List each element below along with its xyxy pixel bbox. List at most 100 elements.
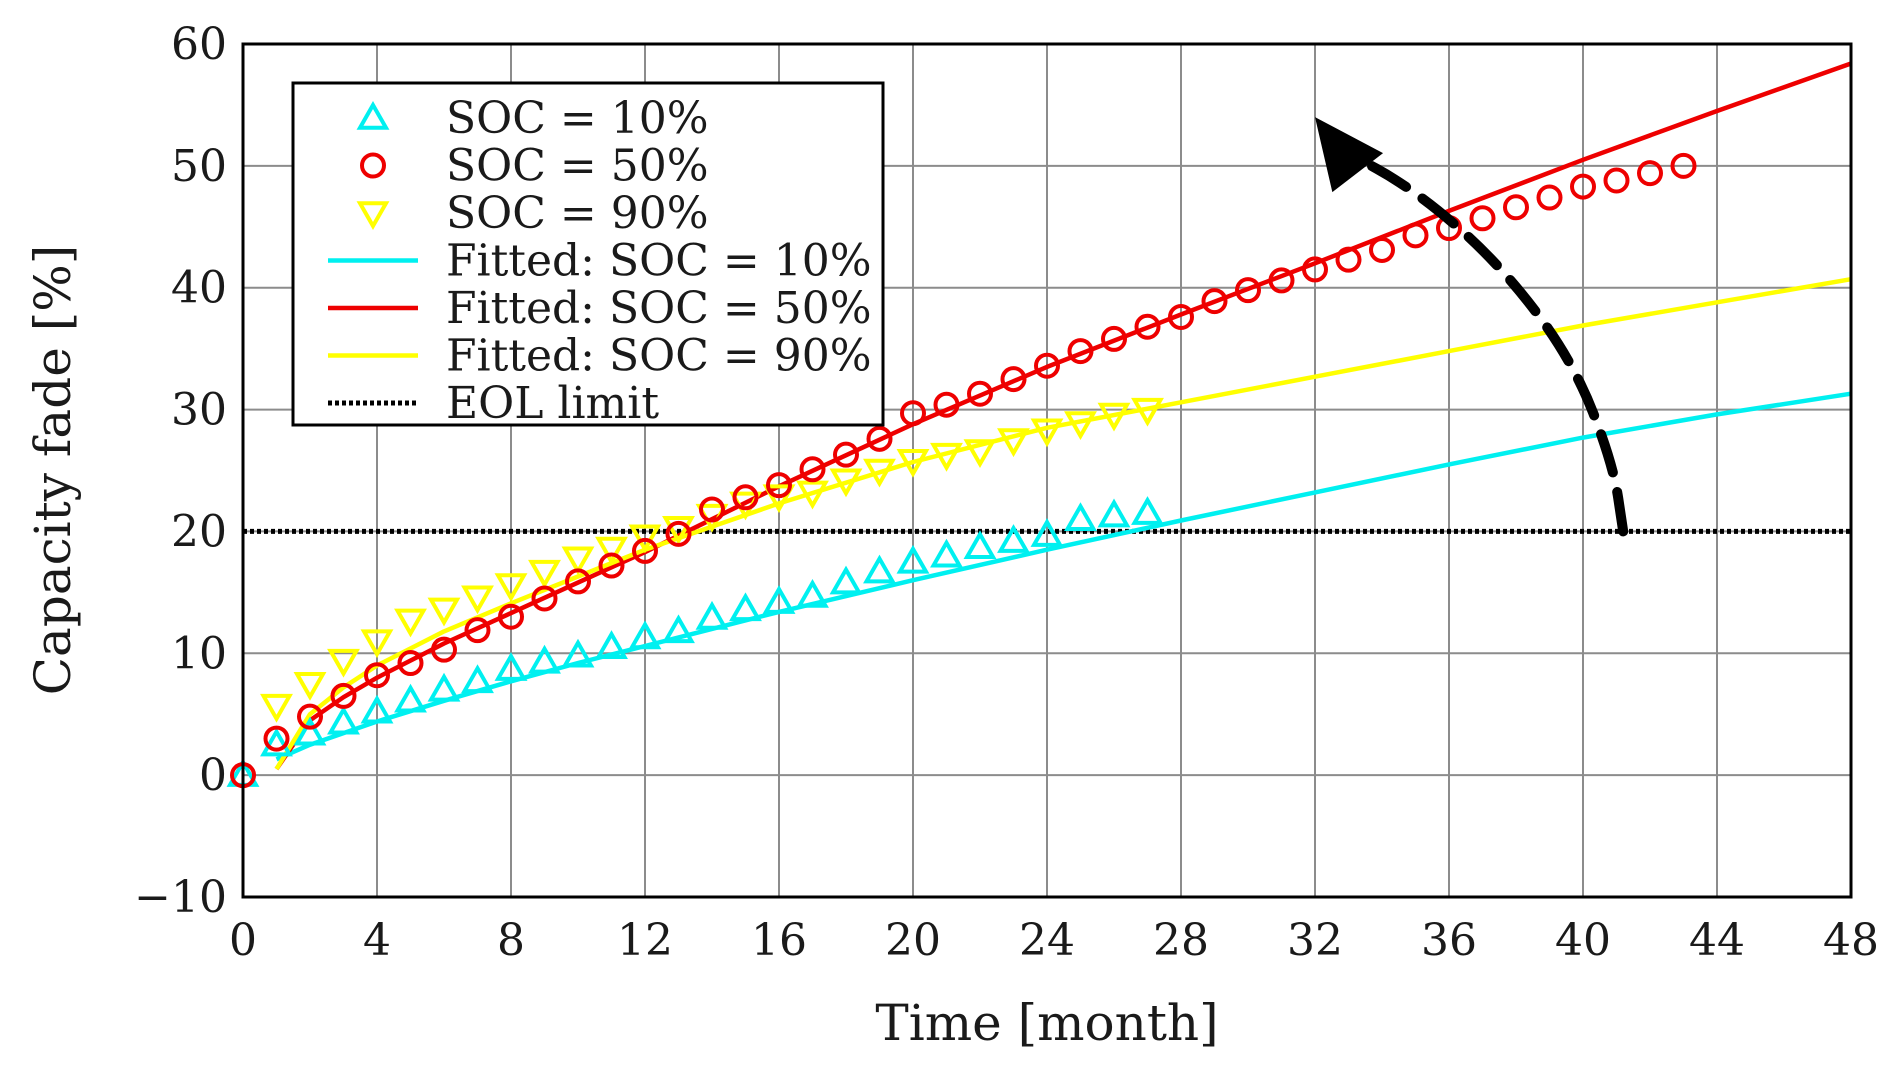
data-point [900, 400, 926, 427]
data-point [494, 573, 528, 603]
data-point [293, 716, 327, 746]
data-point [1131, 397, 1164, 427]
data-point [933, 391, 960, 418]
data-point [963, 530, 997, 560]
data-point [461, 664, 494, 694]
data-point [327, 705, 360, 735]
data-point [732, 484, 759, 511]
y-tick-label: 60 [171, 19, 227, 70]
y-tick-label: 10 [171, 628, 227, 679]
data-point [598, 552, 625, 579]
data-point [394, 608, 427, 638]
data-point [799, 456, 826, 483]
data-point [1268, 267, 1295, 294]
legend-label: SOC = 50% [446, 141, 709, 192]
data-point [866, 425, 893, 452]
data-point [1469, 205, 1496, 232]
data-point [561, 638, 595, 668]
data-point [263, 725, 290, 752]
data-point [528, 644, 561, 674]
data-point [665, 520, 692, 547]
y-tick-label: 20 [171, 506, 227, 557]
data-point [1064, 411, 1097, 441]
legend-label: EOL limit [446, 378, 659, 429]
data-point [762, 484, 796, 514]
data-point [695, 600, 729, 630]
data-point [930, 538, 963, 568]
data-point [829, 468, 863, 498]
x-tick-label: 44 [1689, 915, 1745, 966]
data-point [461, 585, 494, 615]
data-point [762, 585, 796, 614]
data-point [1335, 246, 1362, 273]
data-point [1235, 277, 1261, 304]
data-point [662, 614, 695, 644]
data-point [1168, 303, 1194, 330]
data-point [1067, 338, 1094, 365]
data-point [260, 727, 293, 757]
data-point [1034, 352, 1060, 379]
legend-marker [356, 201, 390, 231]
data-point [297, 703, 323, 730]
x-tick-label: 24 [1019, 915, 1075, 966]
data-point [565, 568, 591, 595]
data-point [595, 630, 628, 659]
legend-label: Fitted: SOC = 50% [446, 283, 872, 334]
data-point [330, 682, 357, 709]
data-point [427, 597, 461, 627]
legend-marker [356, 100, 390, 130]
fitted-line [274, 61, 1852, 771]
data-point [829, 565, 863, 595]
x-tick-label: 12 [617, 915, 673, 966]
data-point [863, 458, 896, 488]
data-point [628, 620, 662, 650]
data-point [1131, 496, 1164, 525]
data-point [632, 537, 658, 564]
data-point [1302, 256, 1328, 283]
data-point [1637, 160, 1663, 187]
data-point [1097, 498, 1131, 528]
markers-layer [226, 152, 1697, 789]
data-point [1064, 502, 1097, 531]
legend-label: SOC = 10% [446, 93, 709, 144]
y-axis-label: Capacity fade [%] [24, 245, 82, 695]
data-point [1030, 518, 1064, 547]
x-tick-label: 16 [751, 915, 807, 966]
legend-box [291, 81, 885, 427]
data-point [561, 546, 595, 576]
x-tick-label: 0 [229, 915, 257, 966]
data-point [327, 648, 360, 678]
data-point [896, 449, 930, 478]
y-tick-label: 40 [171, 263, 227, 314]
data-point [1570, 173, 1596, 200]
y-tick-label: 30 [171, 385, 227, 436]
x-tick-label: 8 [497, 915, 525, 966]
x-tick-label: 28 [1153, 915, 1209, 966]
x-tick-label: 48 [1823, 915, 1879, 966]
data-point [1201, 288, 1228, 315]
data-point [1134, 313, 1161, 340]
legend: SOC = 10%SOC = 50%SOC = 90%Fitted: SOC =… [291, 81, 885, 429]
x-tick-label: 40 [1555, 915, 1611, 966]
data-point [967, 380, 993, 407]
data-point [595, 536, 628, 566]
x-axis-label: Time [month] [875, 994, 1218, 1052]
arrow-shaft [1333, 142, 1629, 537]
data-point [431, 636, 457, 663]
data-point [1503, 194, 1529, 221]
data-point [293, 672, 327, 701]
plot-frame [241, 42, 1853, 899]
data-point [464, 617, 491, 644]
data-point [528, 559, 561, 589]
legend-label: Fitted: SOC = 90% [446, 331, 872, 382]
data-point [360, 694, 394, 724]
data-point [896, 544, 930, 574]
data-point [662, 516, 695, 545]
data-point [364, 662, 390, 689]
legend-label: Fitted: SOC = 10% [446, 236, 872, 287]
data-point [930, 442, 963, 472]
data-point [1603, 167, 1630, 194]
legend-label: SOC = 90% [446, 188, 709, 239]
